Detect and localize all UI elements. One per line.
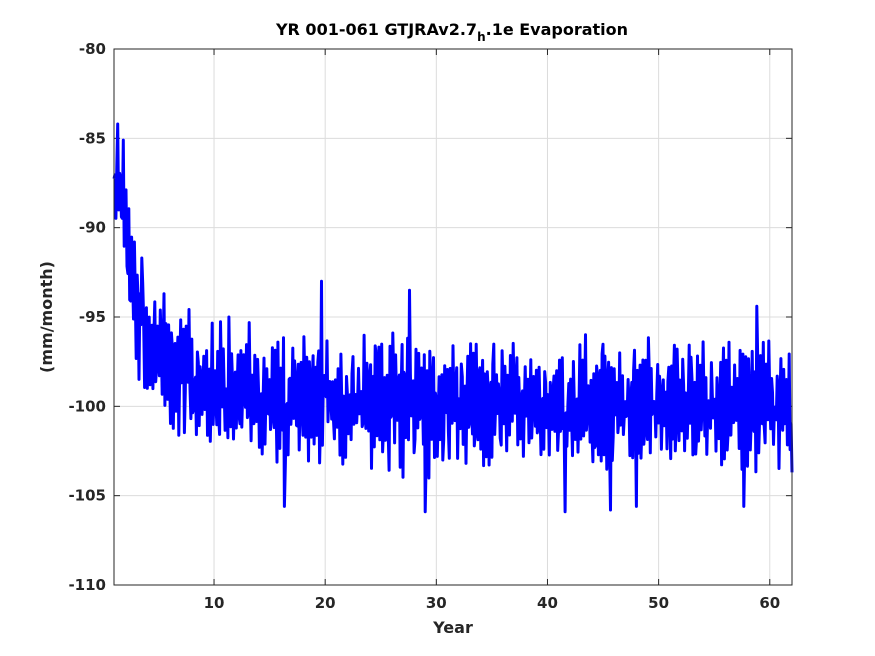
y-tick-label: -90 xyxy=(79,219,106,237)
x-axis-label: Year xyxy=(432,618,473,637)
x-tick-label: 30 xyxy=(426,594,447,612)
y-tick-label: -95 xyxy=(79,308,106,326)
y-tick-label: -85 xyxy=(79,129,106,147)
y-axis-label: (mm/month) xyxy=(37,261,56,373)
y-tick-label: -100 xyxy=(68,397,106,415)
y-tick-label: -80 xyxy=(79,40,106,58)
axes-box xyxy=(113,48,793,586)
y-tick-label: -105 xyxy=(68,487,106,505)
y-tick-label: -110 xyxy=(68,576,106,594)
chart-title-suffix: .1e Evaporation xyxy=(486,20,628,39)
ticks: 10 20 30 40 50 60 -110 -105 -100 -95 -90 -85 -80 xyxy=(68,40,792,612)
x-tick-label: 60 xyxy=(759,594,780,612)
x-tick-label: 40 xyxy=(537,594,558,612)
x-tick-label: 20 xyxy=(315,594,336,612)
x-tick-label: 50 xyxy=(648,594,669,612)
chart-title-main: YR 001-061 GTJRAv2.7 xyxy=(275,20,477,39)
x-tick-label: 10 xyxy=(204,594,225,612)
series xyxy=(112,122,794,514)
chart-title-subscript: h xyxy=(477,30,486,44)
evaporation-series-line xyxy=(112,122,794,514)
chart-title: YR 001-061 GTJRAv2.7h.1e Evaporation xyxy=(275,20,628,44)
